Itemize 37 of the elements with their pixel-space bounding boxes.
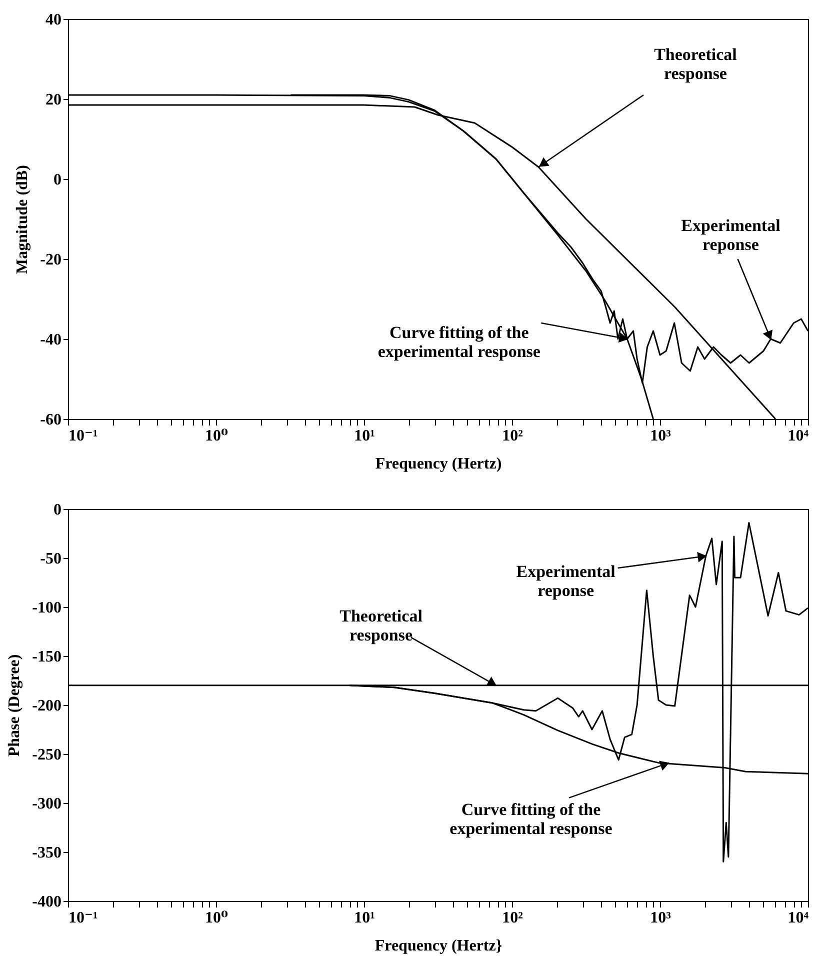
annotation: Theoretical response <box>654 45 738 83</box>
y-tick-label: 20 <box>46 92 62 108</box>
y-tick-label: -100 <box>32 600 62 616</box>
x-tick-label: 10¹ <box>354 910 376 926</box>
x-tick-label: 10¹ <box>354 428 376 444</box>
annotation: Experimental reponse <box>681 216 781 254</box>
y-tick-label: -250 <box>32 746 62 764</box>
x-tick-label: 10⁴ <box>788 428 809 444</box>
y-tick-label: -60 <box>40 412 62 428</box>
y-axis-title: Magnitude (dB) <box>14 165 32 274</box>
y-tick-label: 0 <box>54 172 62 188</box>
annotation: Theoretical response <box>340 606 423 644</box>
x-tick-label: 10⁻¹ <box>68 428 98 444</box>
y-tick-label: -350 <box>32 844 62 862</box>
annotation: Curve fitting of the experimental response <box>450 800 613 838</box>
annotation: Curve fitting of the experimental response <box>378 323 541 361</box>
annotation: Experimental reponse <box>516 562 616 600</box>
x-tick-label: 10⁴ <box>788 910 809 926</box>
y-tick-label: -150 <box>32 648 62 666</box>
y-tick-label: 0 <box>54 502 62 518</box>
y-tick-label: -40 <box>40 332 62 348</box>
x-axis-title: Frequency (Hertz} <box>374 938 502 954</box>
x-tick-label: 10⁰ <box>204 910 228 926</box>
y-tick-label: -400 <box>32 894 62 910</box>
x-tick-label: 10³ <box>650 428 672 444</box>
x-tick-label: 10² <box>502 428 524 444</box>
y-axis-title: Phase (Degree) <box>6 654 24 757</box>
x-tick-label: 10³ <box>650 910 672 926</box>
x-tick-label: 10⁻¹ <box>68 910 98 926</box>
y-tick-label: -20 <box>40 252 62 268</box>
y-tick-label: 40 <box>46 12 62 28</box>
x-tick-label: 10⁰ <box>204 428 228 444</box>
x-axis-title: Frequency (Hertz) <box>375 456 502 472</box>
y-tick-label: -200 <box>32 698 62 714</box>
x-tick-label: 10² <box>502 910 524 926</box>
y-tick-label: -50 <box>40 550 62 568</box>
y-tick-label: -300 <box>32 796 62 812</box>
